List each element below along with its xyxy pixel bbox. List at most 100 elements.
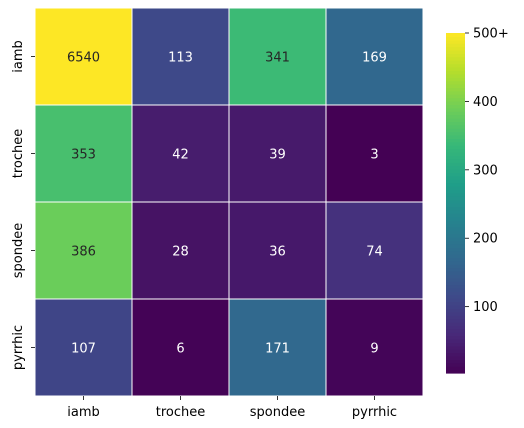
colorbar-segment <box>446 70 465 75</box>
heatmap-cell <box>131 104 230 203</box>
colorbar-segment <box>446 294 465 299</box>
colorbar-segment <box>446 165 465 170</box>
colorbar-segment <box>446 328 465 333</box>
colorbar-segment <box>446 148 465 153</box>
cell-value-label: 171 <box>265 342 290 357</box>
colorbar-segment <box>446 257 465 262</box>
cell-value-label: 386 <box>71 245 96 260</box>
colorbar-segment <box>446 104 465 109</box>
colorbar-segment <box>446 101 465 105</box>
heatmap-cell <box>34 7 133 106</box>
cell-value-label: 74 <box>366 245 383 260</box>
colorbar-segment <box>446 60 465 65</box>
cell-value-label: 28 <box>172 245 189 260</box>
colorbar-segment <box>446 209 465 214</box>
colorbar-segment <box>446 172 465 177</box>
colorbar-segment <box>446 33 465 37</box>
colorbar-segment <box>446 145 465 150</box>
colorbar-segment <box>446 291 465 296</box>
colorbar-tick-label: 400 <box>473 95 498 110</box>
colorbar-segment <box>446 97 465 102</box>
heatmap-cell <box>228 298 327 397</box>
x-tick-label: iamb <box>67 405 100 420</box>
colorbar-segment <box>446 162 465 167</box>
colorbar-segment <box>446 189 465 194</box>
colorbar-segment <box>446 141 465 146</box>
colorbar-segment <box>446 114 465 119</box>
colorbar-segment <box>446 250 465 255</box>
colorbar-segment <box>446 128 465 133</box>
colorbar-segment <box>446 179 465 184</box>
y-tick-label: pyrrhic <box>11 325 26 370</box>
colorbar-segment <box>446 301 465 306</box>
colorbar-segment <box>446 152 465 156</box>
cell-value-label: 42 <box>172 148 189 163</box>
colorbar-segment <box>446 196 465 201</box>
heatmap-cell <box>325 201 424 300</box>
colorbar: 100 200 300 400 500+ <box>446 27 509 374</box>
colorbar-segment <box>446 318 465 323</box>
colorbar-segment <box>446 226 465 231</box>
colorbar-segment <box>446 264 465 269</box>
colorbar-segment <box>446 260 465 265</box>
colorbar-segment <box>446 213 465 218</box>
colorbar-segment <box>446 43 465 48</box>
cell-value-label: 36 <box>269 245 286 260</box>
cell-value-label: 341 <box>265 51 290 66</box>
colorbar-segment <box>446 67 465 71</box>
colorbar-segment <box>446 77 465 82</box>
colorbar-segment <box>446 111 465 116</box>
heatmap-cell <box>325 104 424 203</box>
heatmap-cell <box>325 298 424 397</box>
heatmap-cell <box>131 201 230 300</box>
colorbar-segment <box>446 223 465 228</box>
colorbar-segment <box>446 56 465 61</box>
colorbar-segment <box>446 155 465 160</box>
colorbar-segment <box>446 366 465 371</box>
x-tick-label: pyrrhic <box>352 405 397 420</box>
colorbar-segment <box>446 230 465 235</box>
cell-value-label: 6540 <box>67 51 100 66</box>
cell-value-label: 39 <box>269 148 286 163</box>
colorbar-segment <box>446 247 465 252</box>
colorbar-segment <box>446 182 465 187</box>
colorbar-segment <box>446 63 465 68</box>
colorbar-segment <box>446 267 465 272</box>
heatmap-cell <box>34 104 133 203</box>
colorbar-segment <box>446 332 465 337</box>
colorbar-segment <box>446 53 465 58</box>
colorbar-tick-label: 200 <box>473 232 498 247</box>
colorbar-segment <box>446 107 465 112</box>
colorbar-segment <box>446 192 465 197</box>
colorbar-segment <box>446 90 465 95</box>
colorbar-segment <box>446 131 465 136</box>
colorbar-segment <box>446 254 465 258</box>
colorbar-segment <box>446 315 465 320</box>
colorbar-segment <box>446 135 465 139</box>
colorbar-segment <box>446 87 465 92</box>
x-tick-label: spondee <box>250 405 305 420</box>
colorbar-segment <box>446 240 465 245</box>
heatmap-cell <box>131 7 230 106</box>
colorbar-segment <box>446 311 465 316</box>
colorbar-segment <box>446 277 465 282</box>
colorbar-segment <box>446 175 465 180</box>
colorbar-segment <box>446 203 465 207</box>
colorbar-segment <box>446 271 465 275</box>
cell-value-label: 107 <box>71 342 96 357</box>
colorbar-segment <box>446 186 465 190</box>
colorbar-segment <box>446 339 465 343</box>
colorbar-segment <box>446 325 465 330</box>
colorbar-segment <box>446 138 465 143</box>
colorbar-segment <box>446 50 465 54</box>
heatmap-cell <box>34 298 133 397</box>
colorbar-segment <box>446 169 465 173</box>
colorbar-segment <box>446 237 465 241</box>
colorbar-segment <box>446 288 465 292</box>
colorbar-tick-label: 300 <box>473 163 498 178</box>
colorbar-segment <box>446 345 465 350</box>
heatmap-cell <box>228 7 327 106</box>
colorbar-segment <box>446 298 465 303</box>
colorbar-segment <box>446 94 465 99</box>
